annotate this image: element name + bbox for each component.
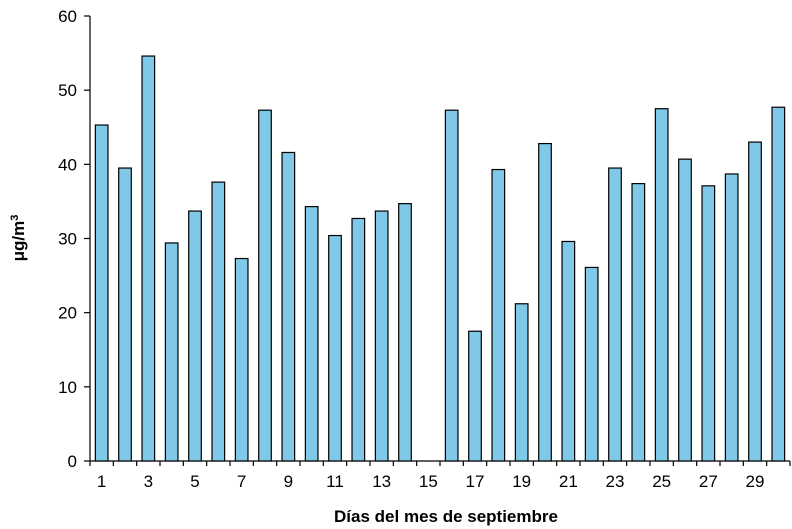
bar-day-25 bbox=[654, 108, 669, 462]
bar-day-9 bbox=[281, 151, 296, 462]
x-tick-label: 29 bbox=[746, 472, 765, 491]
bar-day-1 bbox=[94, 124, 109, 462]
x-tick-label: 9 bbox=[284, 472, 293, 491]
x-tick-label: 23 bbox=[606, 472, 625, 491]
bar-day-16 bbox=[444, 109, 459, 462]
bar-day-8 bbox=[258, 109, 272, 462]
y-tick-label: 50 bbox=[58, 81, 77, 100]
x-tick-label: 5 bbox=[190, 472, 199, 491]
bar-day-24 bbox=[631, 183, 646, 462]
bar-day-19 bbox=[514, 303, 529, 462]
bar-day-20 bbox=[538, 142, 552, 462]
bar-day-14 bbox=[398, 203, 412, 462]
bar-day-21 bbox=[561, 240, 576, 462]
bar-day-10 bbox=[304, 206, 319, 462]
bar-day-2 bbox=[118, 167, 132, 462]
x-tick-label: 27 bbox=[699, 472, 718, 491]
bar-day-12 bbox=[351, 217, 366, 462]
x-tick-label: 21 bbox=[559, 472, 578, 491]
bar-day-13 bbox=[374, 210, 389, 462]
bar-day-3 bbox=[141, 55, 156, 462]
y-axis-title-superscript: 3 bbox=[9, 215, 21, 221]
y-tick-label: 60 bbox=[58, 7, 77, 26]
y-axis-title: μg/m3 bbox=[9, 215, 28, 262]
y-tick-label: 10 bbox=[58, 378, 77, 397]
bar-day-18 bbox=[491, 168, 506, 462]
bar-day-23 bbox=[608, 167, 622, 462]
y-tick-label: 30 bbox=[58, 230, 77, 249]
bar-day-27 bbox=[701, 185, 716, 462]
y-tick-label: 0 bbox=[68, 452, 77, 471]
x-tick-label: 3 bbox=[144, 472, 153, 491]
x-axis-title: Días del mes de septiembre bbox=[334, 507, 558, 526]
bar-day-5 bbox=[188, 210, 202, 462]
bars bbox=[94, 55, 786, 462]
y-tick-label: 20 bbox=[58, 304, 77, 323]
x-tick-label: 19 bbox=[512, 472, 531, 491]
x-tick-label: 11 bbox=[326, 472, 344, 491]
bar-day-17 bbox=[468, 330, 482, 462]
bar-day-29 bbox=[748, 141, 762, 462]
x-tick-label: 25 bbox=[652, 472, 671, 491]
bar-day-4 bbox=[164, 242, 179, 462]
x-tick-label: 1 bbox=[97, 472, 106, 491]
x-tick-label: 15 bbox=[419, 472, 438, 491]
bar-day-30 bbox=[771, 106, 786, 462]
x-tick-label: 17 bbox=[466, 472, 485, 491]
bar-day-26 bbox=[678, 158, 692, 462]
bar-day-7 bbox=[234, 257, 249, 462]
y-axis-title-text: μg/m bbox=[9, 221, 28, 262]
bar-day-22 bbox=[584, 266, 599, 462]
bar-day-6 bbox=[211, 181, 226, 462]
x-tick-label: 13 bbox=[372, 472, 391, 491]
x-tick-label: 7 bbox=[237, 472, 246, 491]
bar-day-28 bbox=[724, 173, 739, 462]
bar-day-11 bbox=[328, 234, 342, 462]
y-axis: 0 10 20 30 40 50 60 bbox=[58, 7, 91, 471]
x-axis: 1 3 5 7 9 11 13 15 17 19 21 23 25 27 29 bbox=[89, 460, 791, 491]
y-tick-label: 40 bbox=[58, 155, 77, 174]
